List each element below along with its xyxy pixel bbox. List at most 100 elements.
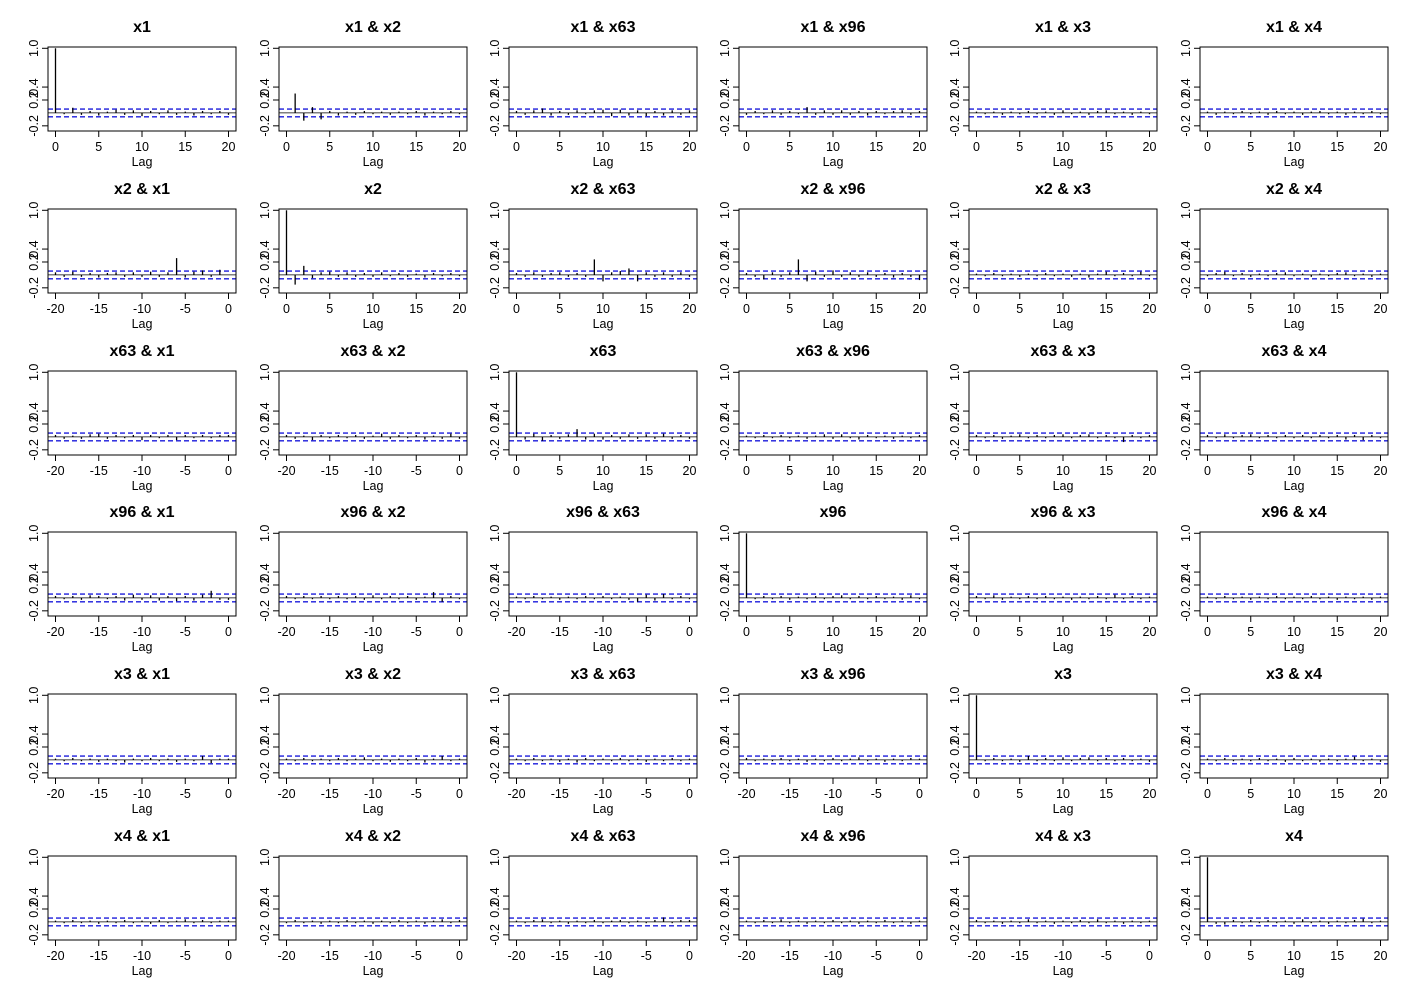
y-tick-label: 0.4 [948,563,962,580]
x-tick-label: -15 [1011,949,1029,963]
x-tick-label: 0 [973,302,980,316]
x-tick-label: 10 [1287,140,1301,154]
y-tick-label: 1.0 [27,525,41,542]
x-axis-label: Lag [132,964,153,978]
x-tick-label: -10 [364,949,382,963]
y-tick-label: 0.4 [258,887,272,904]
x-tick-label: 0 [916,949,923,963]
x-axis-label: Lag [1284,802,1305,816]
y-tick-label: 0.4 [1179,563,1193,580]
y-tick-label: 0.4 [488,563,502,580]
panel: x63 & x3 -0.2 0.20.4 1.0 0 5 10 15 20 Lag [948,343,1158,493]
x-axis-label: Lag [363,155,384,169]
plot-frame [278,208,468,294]
y-tick-label: 0.4 [718,240,732,257]
x-tick-label: 10 [596,302,610,316]
x-axis-label: Lag [1053,155,1074,169]
x-tick-label: -20 [46,302,64,316]
x-tick-label: 20 [913,464,927,478]
panel: x63 & x2 -0.2 0.20.4 1.0 -20 -15 -10 -5 0 Lag [258,343,468,493]
y-tick-label: 1.0 [27,849,41,866]
x-tick-label: 15 [1099,464,1113,478]
x-axis-label: Lag [593,317,614,331]
y-tick-label: 0.2 [718,91,732,108]
x-tick-label: 10 [1287,625,1301,639]
panel-title: x2 & x96 [801,181,866,198]
panel-title: x2 [364,181,382,198]
y-tick-label: 1.0 [258,849,272,866]
x-tick-label: 5 [1016,140,1023,154]
plot-frame [1199,855,1389,941]
x-tick-label: 0 [225,464,232,478]
y-tick-label: 0.2 [1179,900,1193,917]
y-tick-label: -0.2 [948,762,962,784]
y-tick-label: -0.2 [718,277,732,299]
x-tick-label: -15 [321,949,339,963]
y-tick-label: -0.2 [488,762,502,784]
x-tick-label: 10 [1287,464,1301,478]
panel-title: x63 & x4 [1262,343,1327,360]
y-tick-label: -0.2 [1179,600,1193,622]
panel-title: x96 & x63 [566,504,640,521]
x-tick-label: 15 [409,302,423,316]
x-tick-label: 10 [1056,140,1070,154]
y-tick-label: 1.0 [27,364,41,381]
panel-title: x3 & x1 [114,666,170,683]
x-tick-label: 5 [1247,140,1254,154]
plot-frame [508,855,698,941]
panel-title: x63 [590,343,617,360]
y-tick-label: 1.0 [718,849,732,866]
plot-frame [508,370,698,456]
panel-title: x3 & x4 [1266,666,1322,683]
x-tick-label: 0 [52,140,59,154]
x-tick-label: -15 [90,625,108,639]
y-tick-label: 0.2 [258,415,272,432]
plot-frame [1199,531,1389,617]
panel-title: x63 & x96 [796,343,870,360]
plot-frame [738,531,928,617]
x-tick-label: 15 [1099,140,1113,154]
plot-frame [47,208,237,294]
y-tick-label: 0.4 [27,402,41,419]
y-tick-label: 1.0 [718,364,732,381]
x-tick-label: 0 [973,464,980,478]
panel-title: x4 & x2 [345,828,401,845]
panel-title: x3 [1054,666,1072,683]
y-tick-label: 0.4 [258,563,272,580]
y-tick-label: 1.0 [1179,202,1193,219]
y-tick-label: -0.2 [718,762,732,784]
x-tick-label: -5 [871,787,882,801]
y-tick-label: 0.2 [948,900,962,917]
x-tick-label: 20 [453,302,467,316]
y-tick-label: 1.0 [488,849,502,866]
plot-frame [508,46,698,132]
x-tick-label: -10 [594,625,612,639]
y-tick-label: 1.0 [488,202,502,219]
plot-frame [47,370,237,456]
plot-frame [1199,208,1389,294]
x-axis-label: Lag [823,479,844,493]
x-tick-label: 15 [1330,787,1344,801]
x-axis-label: Lag [593,964,614,978]
y-tick-label: 0.2 [258,900,272,917]
x-tick-label: 20 [453,140,467,154]
y-tick-label: 1.0 [488,687,502,704]
x-tick-label: 20 [1374,140,1388,154]
panel-title: x63 & x1 [110,343,175,360]
panel: x4 & x2 -0.2 0.20.4 1.0 -20 -15 -10 -5 0 Lag [258,828,468,978]
y-tick-label: -0.2 [488,600,502,622]
x-tick-label: 5 [1016,625,1023,639]
y-tick-label: 0.4 [718,78,732,95]
y-tick-label: -0.2 [27,600,41,622]
y-tick-label: 0.2 [27,91,41,108]
y-tick-label: -0.2 [718,115,732,137]
panel: x2 & x96 -0.2 0.20.4 1.0 0 5 10 15 20 Lag [718,181,928,331]
plot-frame [1199,693,1389,779]
panel-title: x4 & x3 [1035,828,1091,845]
x-tick-label: -20 [737,787,755,801]
y-tick-label: 0.4 [1179,887,1193,904]
x-tick-label: -15 [90,302,108,316]
y-tick-label: 0.2 [27,900,41,917]
y-tick-label: 1.0 [258,687,272,704]
panel: x4 & x96 -0.2 0.20.4 1.0 -20 -15 -10 -5 0 Lag [718,828,928,978]
